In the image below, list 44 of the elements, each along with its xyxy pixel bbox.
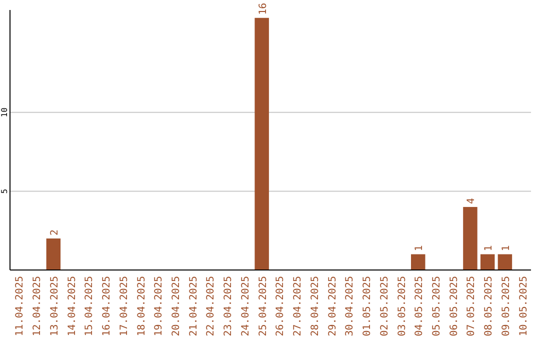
x-tick-label: 06.05.2025 — [448, 276, 460, 336]
x-tick-label: 09.05.2025 — [500, 276, 512, 336]
bar — [498, 254, 512, 270]
bar — [410, 254, 426, 270]
x-tick-label: 21.04.2025 — [188, 276, 200, 336]
x-tick-label: 17.04.2025 — [118, 276, 130, 336]
x-tick-label: 10.05.2025 — [518, 276, 530, 336]
x-tick-label: 16.04.2025 — [102, 276, 113, 336]
data-label: 16 — [258, 2, 269, 15]
y-tick-label: 5 — [0, 188, 9, 194]
x-tick-label: 30.04.2025 — [344, 276, 356, 336]
data-label: 1 — [414, 245, 426, 252]
x-tick-label: 27.04.2025 — [292, 276, 304, 336]
x-tick-label: 20.04.2025 — [170, 276, 182, 336]
data-label: 1 — [484, 245, 495, 252]
x-tick-label: 29.04.2025 — [327, 276, 338, 336]
bar — [254, 18, 269, 270]
x-tick-label: 04.05.2025 — [414, 276, 426, 336]
bar — [463, 206, 478, 270]
x-tick-label: 12.04.2025 — [32, 276, 44, 336]
x-tick-label: 02.05.2025 — [379, 276, 390, 336]
x-tick-label: 05.05.2025 — [431, 276, 442, 336]
x-tick-label: 28.04.2025 — [310, 276, 321, 336]
x-tick-label: 14.04.2025 — [66, 276, 78, 336]
x-tick-label: 01.05.2025 — [362, 276, 374, 336]
x-tick-label: 19.04.2025 — [154, 276, 165, 336]
y-tick-label: 10 — [0, 107, 9, 118]
x-tick-label: 07.05.2025 — [466, 276, 478, 336]
x-tick-label: 13.04.2025 — [49, 276, 60, 336]
x-tick-label: 11.04.2025 — [14, 276, 26, 336]
x-tick-label: 25.04.2025 — [258, 276, 269, 336]
data-label: 2 — [49, 229, 60, 236]
x-tick-label: 08.05.2025 — [484, 276, 495, 336]
x-tick-label: 18.04.2025 — [136, 276, 148, 336]
x-tick-label: 23.04.2025 — [223, 276, 234, 336]
x-tick-label: 24.04.2025 — [240, 276, 252, 336]
x-tick-label: 15.04.2025 — [84, 276, 96, 336]
data-label: 4 — [466, 198, 478, 204]
x-tick-label: 03.05.2025 — [396, 276, 408, 336]
bar — [480, 254, 495, 270]
x-tick-label: 26.04.2025 — [275, 276, 286, 336]
bar — [46, 238, 61, 270]
x-tick-label: 22.04.2025 — [206, 276, 217, 336]
data-label: 1 — [500, 245, 512, 252]
